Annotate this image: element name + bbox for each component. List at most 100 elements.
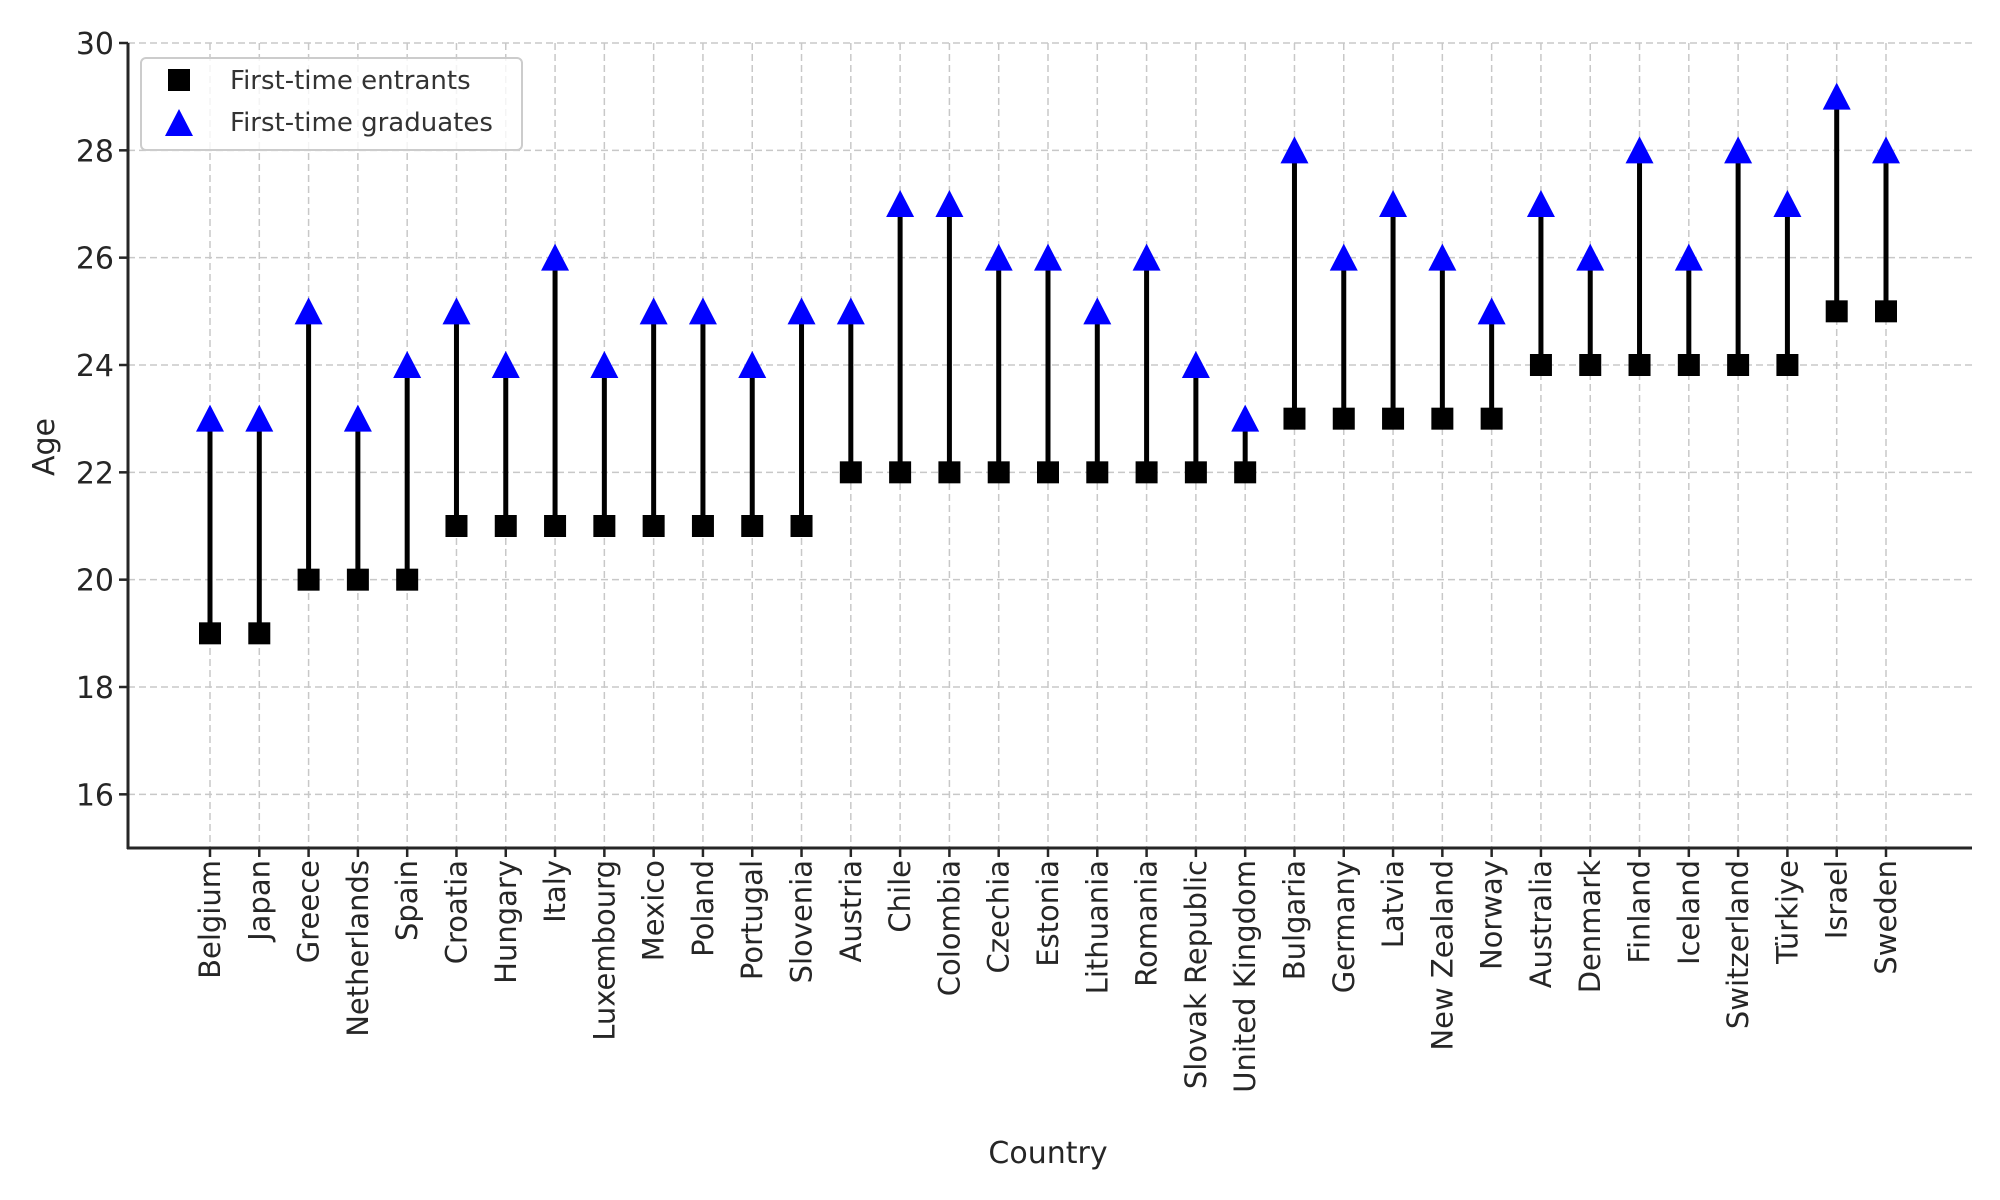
graduates-marker [1625,136,1654,164]
legend-label-graduates: First-time graduates [230,108,493,138]
entrants-marker [494,515,517,537]
x-tick-label: Netherlands [341,860,375,1037]
x-tick-label: Türkiye [1770,860,1804,965]
legend-square-icon [168,69,190,91]
entrants-marker [889,461,912,484]
markers [196,82,1900,645]
x-axis-title: Country [988,1136,1107,1171]
entrants-marker [346,568,369,591]
graduates-marker [1526,190,1555,217]
y-tick-label: 24 [76,349,114,384]
graduates-marker [1034,243,1062,271]
x-tick-label: Bulgaria [1277,860,1311,980]
graduates-marker [442,297,471,325]
entrants-marker [1579,354,1602,376]
y-tick-label: 16 [76,778,114,813]
graduates-marker [1329,243,1358,271]
x-ticks: Belgium Japan Greece Netherlands Spain Croati… [193,848,1903,1093]
x-tick-label: Lithuania [1080,860,1114,994]
graduates-marker [196,404,224,432]
x-tick-label: Mexico [637,860,671,961]
entrants-marker [987,461,1010,484]
graduates-marker [1773,190,1802,217]
entrants-marker [248,622,271,645]
entrants-marker [938,461,961,484]
y-tick-label: 18 [76,671,114,706]
graduates-marker [1872,136,1900,164]
x-tick-label: Germany [1327,860,1361,993]
graduates-marker [393,351,422,378]
entrants-marker [1283,407,1306,430]
graduates-marker [1477,297,1506,325]
legend-label-entrants: First-time entrants [230,66,471,96]
legend-frame [140,57,523,151]
entrants-marker [691,515,714,537]
y-tick-label: 26 [76,242,114,277]
x-tick-label: Luxembourg [587,860,621,1041]
entrants-marker [1184,461,1207,484]
entrants-marker [839,461,862,484]
x-tick-label: Switzerland [1721,860,1755,1029]
y-tick-label: 28 [76,134,114,169]
entrants-marker [1135,461,1158,484]
graduates-marker [1576,243,1605,271]
x-tick-label: Slovenia [785,860,819,983]
graduates-marker [541,243,570,271]
entrants-marker [1628,354,1651,376]
x-tick-label: Israel [1820,860,1854,939]
entrants-marker [1875,300,1897,323]
entrants-marker [396,568,419,591]
entrants-marker [445,515,468,537]
x-tick-label: Chile [883,860,917,933]
graduates-marker [1132,243,1161,271]
legend-triangle-icon [165,109,193,136]
entrants-marker [1480,407,1503,430]
x-tick-label: Japan [242,860,276,943]
entrants-marker [1825,300,1848,323]
x-tick-label: New Zealand [1425,860,1459,1051]
x-tick-label: Croatia [439,860,473,964]
entrants-marker [1727,354,1750,376]
entrants-marker [1431,407,1454,430]
y-ticks: 16 18 20 22 24 26 28 30 [76,27,128,813]
graduates-marker [639,297,668,325]
axes [126,43,1972,850]
x-tick-label: Romania [1130,860,1164,987]
graduates-marker [1280,136,1309,164]
x-tick-label: Denmark [1573,860,1607,993]
legend: First-time entrants First-time graduates [140,57,523,151]
entrants-marker [1037,461,1059,484]
entrants-marker [1776,354,1799,376]
x-tick-label: Spain [390,860,424,941]
entrants-marker [1529,354,1552,376]
x-tick-label: Iceland [1672,860,1706,965]
entrants-marker [1332,407,1355,430]
x-tick-label: Slovak Republic [1179,860,1213,1089]
graduates-marker [984,243,1013,271]
graduates-marker [245,404,274,432]
graduates-marker [1083,297,1112,325]
entrants-marker [1234,461,1257,484]
x-tick-label: Colombia [932,860,966,996]
entrants-marker [741,515,764,537]
graduates-marker [1674,243,1703,271]
graduates-marker [294,297,323,325]
graduates-marker [343,404,372,432]
graduates-marker [836,297,865,325]
x-tick-label: Poland [686,860,720,957]
graduates-marker [590,351,619,378]
graduates-marker [688,297,717,325]
graduates-marker [1181,351,1210,378]
y-tick-label: 22 [76,456,114,491]
entrants-marker [199,622,221,645]
graduates-marker [787,297,816,325]
graduates-marker [935,190,964,217]
x-tick-label: Belgium [193,860,227,979]
graduates-marker [738,351,767,378]
y-axis-title: Age [27,418,62,476]
y-tick-label: 30 [76,27,114,62]
entrants-marker [297,568,320,591]
x-tick-label: Australia [1524,860,1558,988]
x-tick-label: Italy [538,860,572,923]
